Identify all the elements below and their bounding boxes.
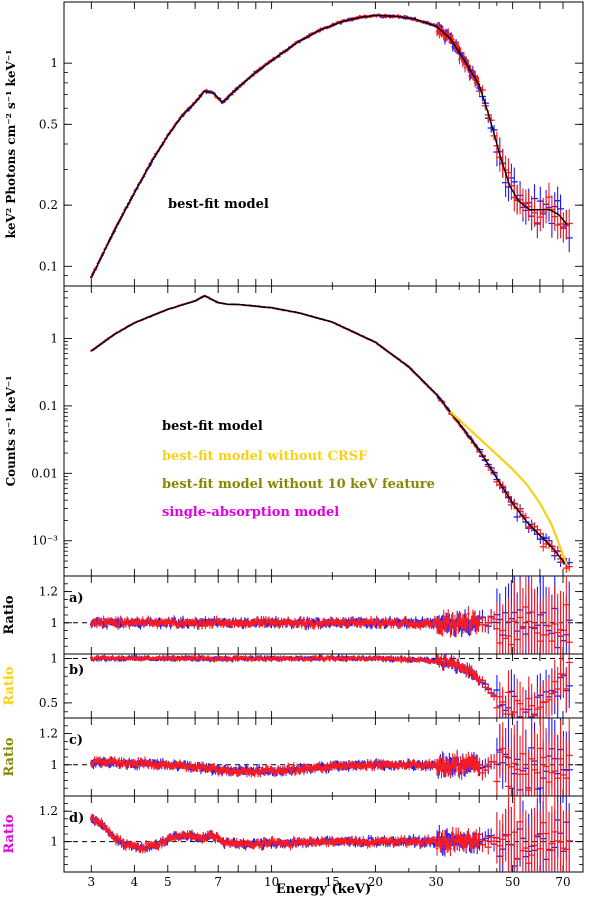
y-tick-label: 1 — [50, 651, 58, 665]
y-tick-label: 1 — [50, 331, 58, 345]
y-axis-label: Ratio — [2, 666, 17, 705]
data-points — [90, 13, 573, 279]
y-tick-label: 0.5 — [39, 696, 58, 710]
panel-residual-b: 0.5 1 Ratio b) — [2, 651, 584, 719]
panel-top: 0.1 0.2 0.5 1 keV² Photons cm⁻² s⁻¹ keV⁻¹ bes… — [4, 1, 584, 287]
model-curve-best-fit — [90, 14, 568, 278]
y-axis-label: Ratio — [2, 595, 17, 634]
y-tick-label: 0.1 — [39, 259, 58, 273]
data-points — [90, 654, 573, 718]
y-tick-label: 0.5 — [39, 117, 58, 131]
legend-entry: single-absorption model — [162, 505, 339, 520]
y-tick-label: 10⁻³ — [32, 534, 59, 548]
model-curve-without-crsf — [449, 410, 568, 566]
y-axis-label: Counts s⁻¹ keV⁻¹ — [4, 376, 18, 487]
legend-entry: best-fit model without 10 keV feature — [162, 477, 435, 492]
y-tick-label: 1.2 — [39, 585, 58, 599]
panels: 0.1 0.2 0.5 1 keV² Photons cm⁻² s⁻¹ keV⁻¹ bes… — [2, 1, 584, 897]
panel-middle: 10⁻³ 0.01 0.1 1 Counts s⁻¹ keV⁻¹ best-fit mod… — [4, 285, 584, 577]
model-curve-best-fit — [90, 295, 568, 567]
y-tick-label: 0.1 — [39, 399, 58, 413]
best-fit-model-annotation: best-fit model — [168, 197, 269, 212]
y-tick-label: 0.2 — [39, 198, 58, 212]
panel-label: a) — [69, 591, 84, 606]
y-axis-label: keV² Photons cm⁻² s⁻¹ keV⁻¹ — [4, 50, 18, 239]
data-points — [90, 294, 573, 573]
panel-label: b) — [69, 663, 84, 678]
y-tick-label: 1 — [50, 56, 58, 70]
legend-entry: best-fit model without CRSF — [162, 449, 368, 464]
panel-residual-a: 1 1.2 Ratio a) — [2, 575, 584, 655]
data-points — [90, 576, 573, 654]
y-tick-label: 1 — [50, 616, 58, 630]
legend-entry: best-fit model — [162, 419, 263, 434]
y-tick-label: 0.01 — [31, 466, 58, 480]
